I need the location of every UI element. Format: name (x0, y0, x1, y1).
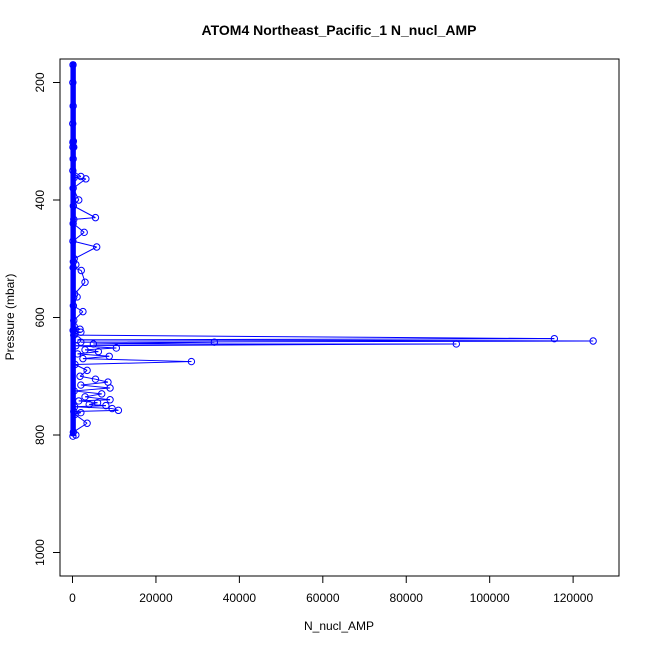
data-point (79, 307, 87, 316)
series-line-segment (74, 177, 86, 180)
data-point (83, 419, 91, 427)
series-line-segment (80, 384, 111, 389)
y-axis: 200 400 600 800 1000 (33, 72, 61, 566)
data-point (106, 396, 114, 404)
series-line-segment (79, 369, 88, 377)
series-line-segment (77, 353, 110, 357)
x-tick-label: 120000 (553, 591, 593, 605)
data-point (98, 390, 106, 398)
data-point (114, 406, 123, 415)
data-point (93, 243, 101, 251)
data-point (91, 375, 100, 383)
plot-frame (59, 58, 620, 577)
chart-title: ATOM4 Northeast_Pacific_1 N_nucl_AMP (202, 22, 477, 38)
data-point (210, 338, 219, 346)
data-point (76, 325, 84, 333)
data-point (93, 398, 102, 407)
data-point (81, 278, 89, 286)
series-line-segment (80, 381, 109, 386)
series-line-segment (74, 390, 102, 395)
x-axis: 0 20000 40000 60000 80000 100000 120000 (69, 575, 593, 605)
series-line-segment (82, 358, 192, 363)
data-point (106, 384, 114, 392)
x-tick-label: 80000 (390, 591, 424, 605)
data-point (79, 354, 87, 363)
series-lines (72, 64, 594, 437)
x-tick-label: 100000 (470, 591, 510, 605)
data-point (589, 337, 597, 345)
series-line-segment (74, 281, 86, 295)
series-line-segment (75, 361, 192, 365)
data-point (77, 266, 85, 275)
y-tick-label: 600 (33, 307, 47, 327)
x-tick-label: 20000 (139, 591, 173, 605)
data-point (452, 340, 461, 348)
series-line-segment (74, 387, 111, 392)
x-axis-label: N_nucl_AMP (304, 619, 374, 633)
dense-point-band (70, 61, 76, 437)
x-tick-label: 0 (69, 591, 76, 605)
y-tick-label: 400 (33, 190, 47, 210)
series-line-segment (74, 364, 88, 371)
plot-area (69, 61, 597, 440)
series-line-segment (75, 345, 117, 349)
series-line-segment (78, 399, 111, 402)
data-point (76, 372, 84, 380)
series-line-segment (72, 240, 97, 248)
data-point (77, 338, 85, 346)
data-point (89, 340, 98, 348)
data-point (77, 381, 85, 389)
data-point (102, 401, 110, 410)
y-tick-label: 1000 (33, 539, 47, 566)
data-point (91, 213, 100, 222)
data-point (550, 334, 559, 343)
data-point (187, 357, 196, 366)
data-point (112, 344, 121, 352)
y-tick-label: 800 (33, 425, 47, 445)
data-point (85, 400, 93, 409)
series-line-segment (75, 343, 457, 347)
data-point (80, 228, 88, 237)
series-line-segment (84, 396, 111, 401)
series-line-segment (80, 270, 86, 283)
series-line-segment (73, 205, 96, 219)
series-line-segment (74, 414, 88, 424)
data-point (94, 347, 103, 356)
data-point (81, 393, 89, 401)
series-line-segment (73, 409, 119, 412)
y-axis-label: Pressure (mbar) (3, 274, 17, 361)
series-line-segment (82, 355, 110, 360)
series-line-segment (73, 246, 97, 260)
series-line-segment (79, 375, 96, 380)
y-tick-label: 200 (33, 72, 47, 92)
series-line-segment (74, 406, 113, 410)
series-line-segment (73, 334, 555, 340)
data-point (82, 175, 90, 183)
data-point (105, 352, 113, 360)
x-tick-label: 60000 (306, 591, 340, 605)
series-line-segment (84, 349, 99, 353)
x-tick-label: 40000 (223, 591, 257, 605)
data-point (83, 366, 91, 375)
series-line-segment (95, 378, 109, 383)
series-points (69, 61, 597, 440)
data-point (81, 346, 89, 354)
